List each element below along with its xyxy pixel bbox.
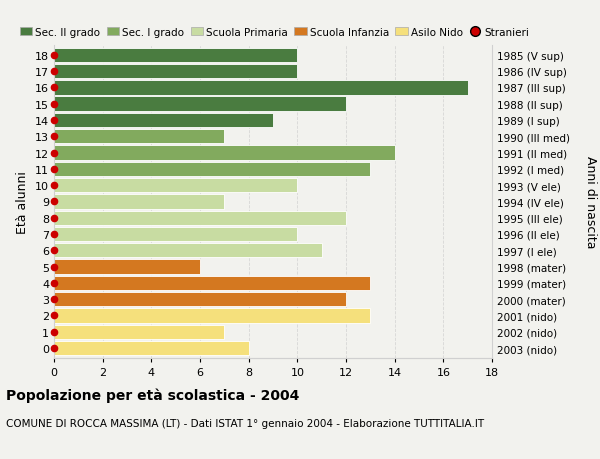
Y-axis label: Anni di nascita: Anni di nascita (584, 156, 597, 248)
Bar (54, 113, 273, 128)
Text: Popolazione per età scolastica - 2004: Popolazione per età scolastica - 2004 (6, 388, 299, 403)
Bar (54, 244, 322, 258)
Bar (54, 195, 224, 209)
Bar (54, 211, 346, 225)
Bar (54, 179, 298, 193)
Bar (54, 227, 298, 241)
Bar (54, 130, 224, 144)
Bar (54, 97, 346, 112)
Bar (54, 260, 200, 274)
Text: COMUNE DI ROCCA MASSIMA (LT) - Dati ISTAT 1° gennaio 2004 - Elaborazione TUTTITA: COMUNE DI ROCCA MASSIMA (LT) - Dati ISTA… (6, 418, 484, 428)
Y-axis label: Età alunni: Età alunni (16, 171, 29, 233)
Bar (54, 65, 298, 79)
Bar (54, 308, 370, 323)
Bar (54, 276, 370, 291)
Bar (54, 81, 467, 95)
Bar (54, 325, 224, 339)
Legend: Sec. II grado, Sec. I grado, Scuola Primaria, Scuola Infanzia, Asilo Nido, Stran: Sec. II grado, Sec. I grado, Scuola Prim… (20, 28, 530, 38)
Bar (54, 49, 298, 63)
Bar (54, 162, 370, 177)
Bar (54, 146, 395, 160)
Bar (54, 341, 248, 355)
Bar (54, 292, 346, 307)
